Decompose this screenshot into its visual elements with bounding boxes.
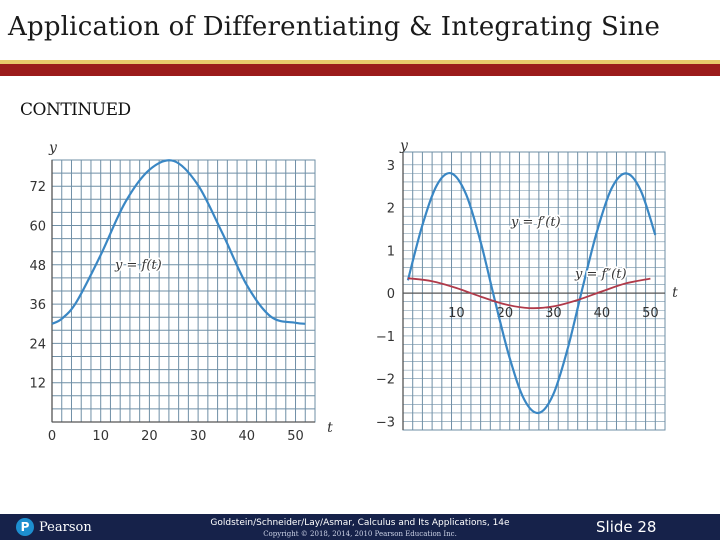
x-tick-label: 50 bbox=[287, 429, 304, 444]
title-rule bbox=[0, 64, 720, 76]
series-label-f: y = f(t) bbox=[114, 258, 162, 273]
series-line-f-double-prime bbox=[407, 277, 651, 310]
x-tick-label: 0 bbox=[48, 429, 56, 444]
pearson-logo-text: Pearson bbox=[39, 519, 92, 535]
series-label-f-double-prime: y = f″(t) bbox=[574, 267, 627, 282]
x-axis-label: t bbox=[327, 420, 333, 436]
y-tick-label: 24 bbox=[29, 337, 46, 352]
y-tick-label: −3 bbox=[376, 415, 395, 430]
y-tick-label: 0 bbox=[387, 287, 395, 302]
slide-number: Slide 28 bbox=[596, 518, 657, 536]
chart-f-of-t: 0 10 20 30 40 50 12 24 36 48 60 72 y t y = f(t) bbox=[29, 140, 333, 444]
y-axis-label: y bbox=[48, 140, 58, 156]
y-tick-label: 60 bbox=[29, 220, 46, 235]
x-tick-label: 40 bbox=[594, 306, 611, 321]
series-line-f bbox=[51, 159, 306, 325]
x-axis-label: t bbox=[672, 285, 678, 301]
x-tick-label: 30 bbox=[545, 306, 562, 321]
y-tick-label: −1 bbox=[376, 330, 395, 345]
slide-footer: P Pearson Goldstein/Schneider/Lay/Asmar,… bbox=[0, 514, 720, 540]
series-label-f-prime: y = f′(t) bbox=[510, 215, 561, 230]
y-tick-label: 12 bbox=[29, 377, 46, 392]
title-rule-accent bbox=[0, 60, 720, 64]
pearson-logo-icon: P bbox=[16, 518, 34, 536]
y-tick-label: −2 bbox=[376, 373, 395, 388]
slide-subtitle: CONTINUED bbox=[20, 100, 131, 120]
y-tick-label: 2 bbox=[387, 202, 395, 217]
y-axis-label: y bbox=[399, 138, 409, 154]
y-tick-label: 48 bbox=[29, 259, 46, 274]
series-line-f-prime bbox=[406, 171, 657, 415]
footer-copyright: Copyright © 2018, 2014, 2010 Pearson Edu… bbox=[263, 530, 457, 538]
pearson-logo: P Pearson bbox=[16, 518, 92, 536]
y-tick-label: 36 bbox=[29, 298, 46, 313]
x-tick-label: 50 bbox=[642, 306, 659, 321]
slide-title: Application of Differentiating & Integra… bbox=[8, 12, 661, 42]
footer-citation: Goldstein/Schneider/Lay/Asmar, Calculus … bbox=[210, 518, 510, 528]
y-tick-label: 3 bbox=[387, 159, 395, 174]
x-tick-label: 30 bbox=[190, 429, 207, 444]
x-tick-label: 40 bbox=[239, 429, 256, 444]
x-tick-label: 20 bbox=[497, 306, 514, 321]
y-tick-label: 1 bbox=[387, 244, 395, 259]
y-tick-label: 72 bbox=[29, 180, 46, 195]
x-tick-label: 10 bbox=[448, 306, 465, 321]
x-tick-label: 10 bbox=[92, 429, 109, 444]
x-tick-label: 20 bbox=[141, 429, 158, 444]
